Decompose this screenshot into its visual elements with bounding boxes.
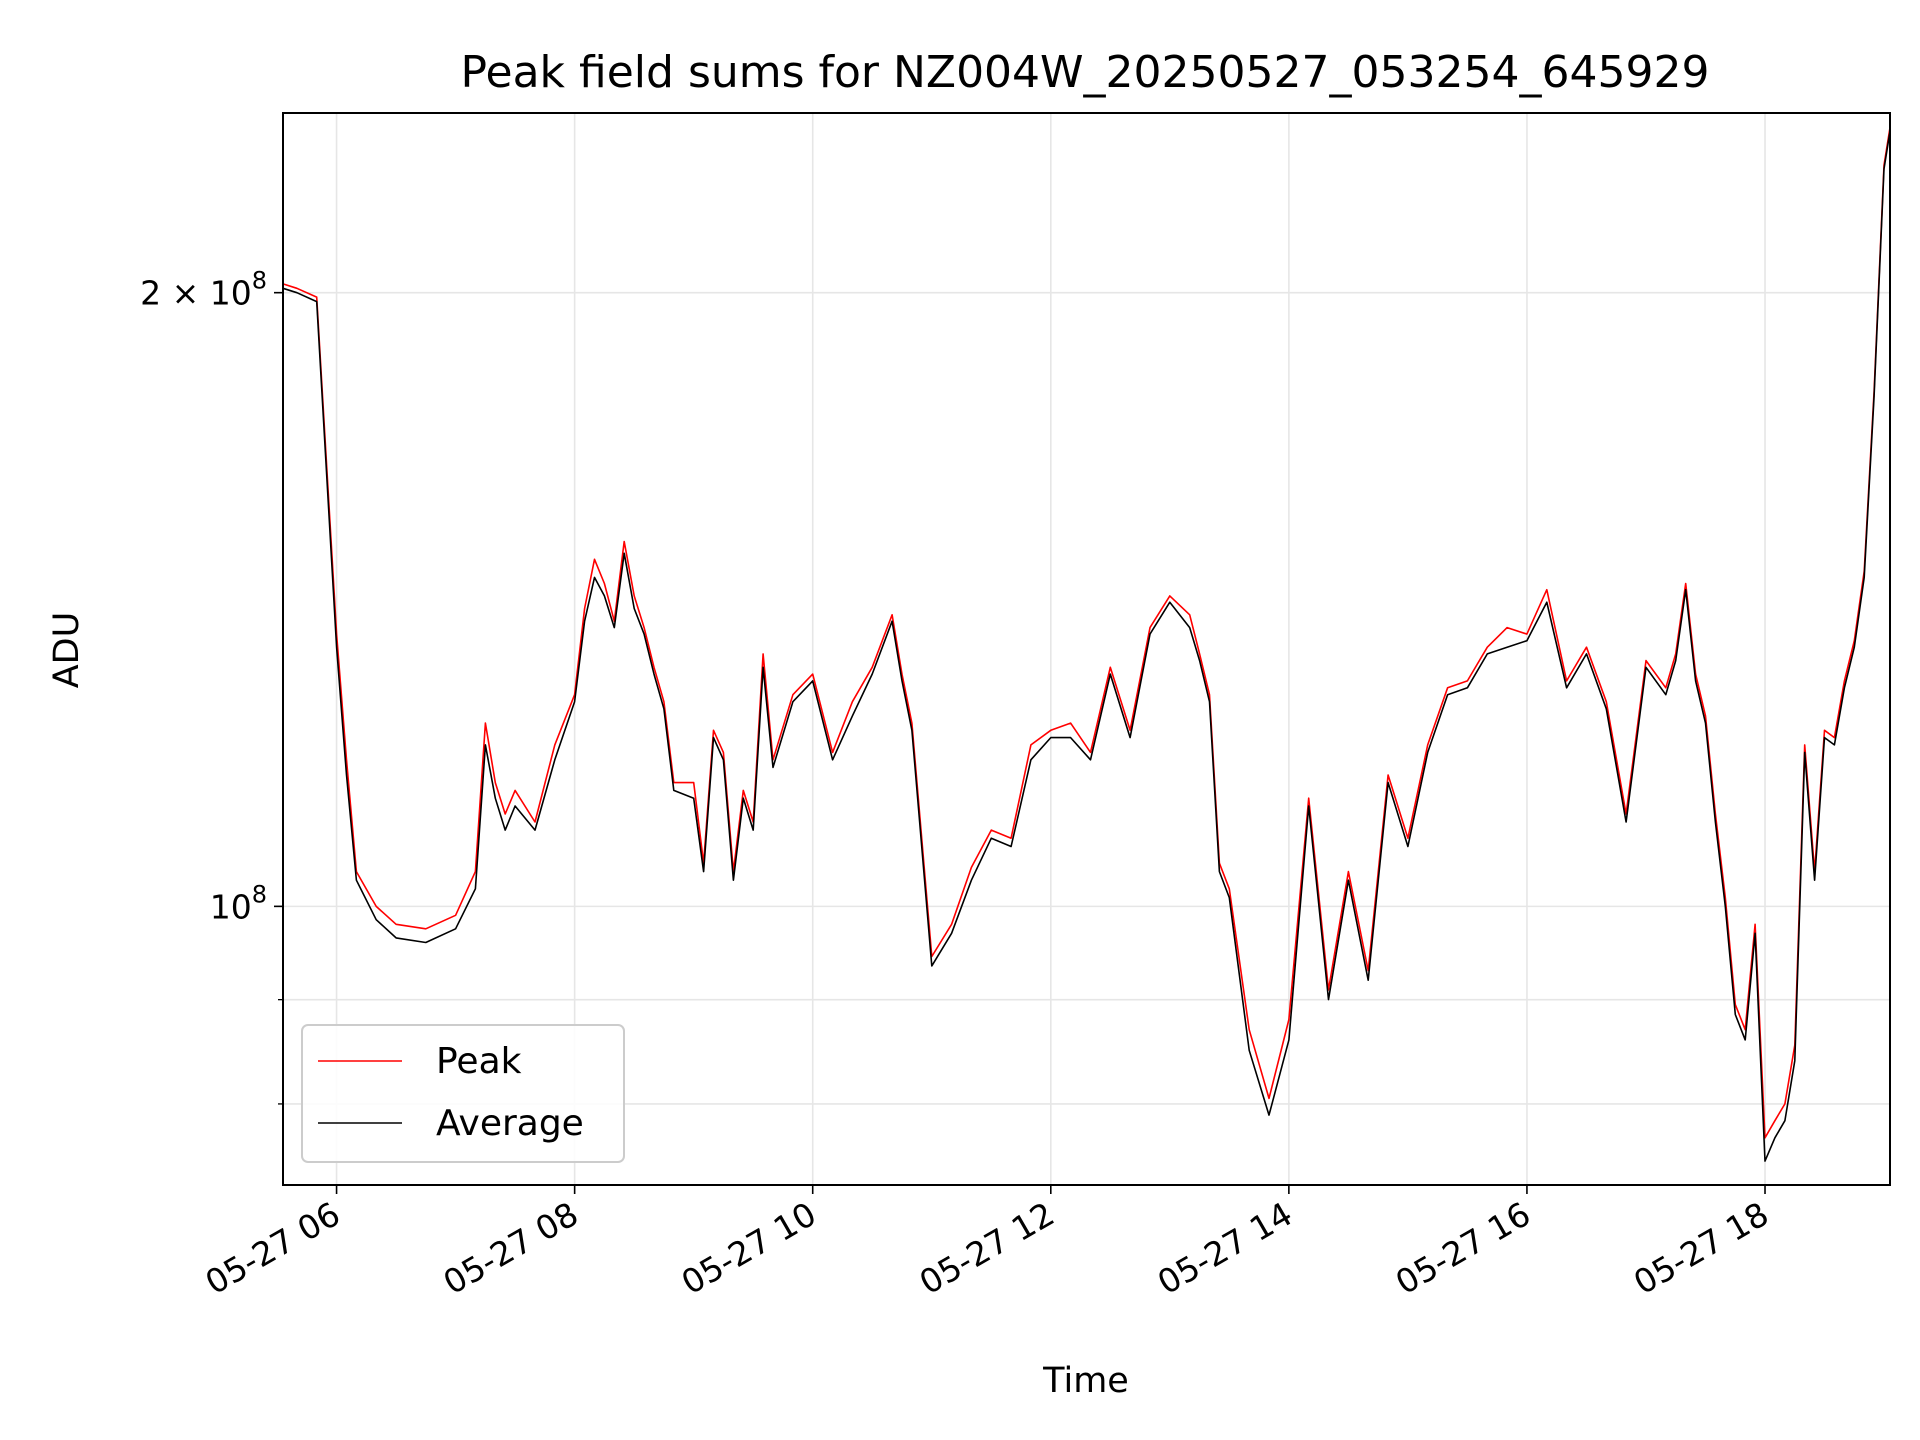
x-axis-label: Time: [1042, 1361, 1129, 1401]
y-tick-label: 2 × 108: [140, 267, 267, 313]
plot-frame: [282, 112, 1891, 1186]
legend-label-average: Average: [436, 1103, 584, 1144]
plot-series: [282, 127, 1891, 1162]
legend-box: [301, 1024, 625, 1163]
series-line-average: [282, 131, 1891, 1162]
chart-title: Peak field sums for NZ004W_20250527_0532…: [461, 47, 1710, 98]
grid-lines: [283, 113, 1890, 1185]
y-axis-label: ADU: [47, 612, 87, 689]
y-tick-label: 108: [210, 880, 267, 926]
series-line-peak: [282, 127, 1891, 1139]
legend-label-peak: Peak: [436, 1041, 522, 1082]
y-axis-ticks: 108 2 × 108: [140, 267, 283, 1105]
legend: Peak Average: [301, 1024, 625, 1163]
